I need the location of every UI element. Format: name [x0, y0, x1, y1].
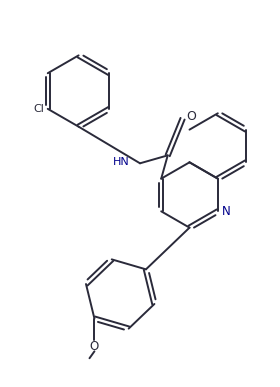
Text: Cl: Cl [33, 104, 44, 114]
Text: O: O [186, 110, 196, 123]
Text: N: N [222, 205, 230, 218]
Text: O: O [90, 340, 99, 353]
Text: HN: HN [113, 157, 130, 167]
